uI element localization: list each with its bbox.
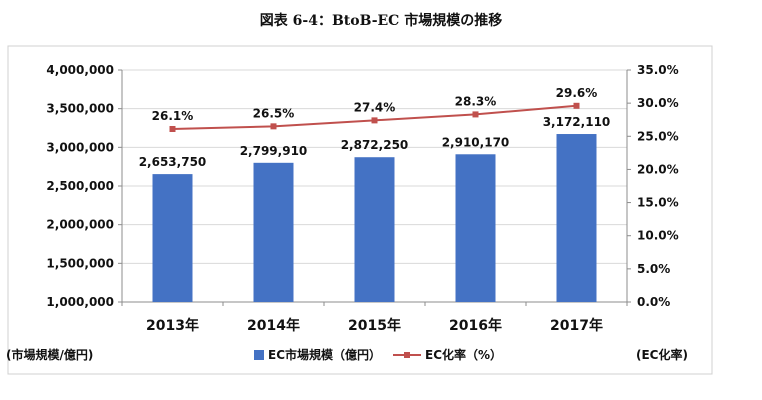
bar-data-label: 2,910,170 xyxy=(442,135,510,149)
y-tick-label: 3,000,000 xyxy=(46,140,114,154)
ec-rate-point xyxy=(371,117,378,124)
bar-data-label: 2,872,250 xyxy=(341,138,409,152)
chart-frame xyxy=(7,45,713,375)
ec-rate-data-label: 28.3% xyxy=(455,94,497,108)
ec-rate-point xyxy=(169,125,176,132)
y-tick-label: 3,500,000 xyxy=(46,102,114,116)
legend-bar-swatch xyxy=(254,349,264,360)
y2-tick-label: 0.0% xyxy=(637,295,670,309)
y2-tick-label: 25.0% xyxy=(637,129,679,143)
ec-rate-data-label: 29.6% xyxy=(556,86,598,100)
bar xyxy=(354,157,395,302)
ec-rate-data-label: 27.4% xyxy=(354,100,396,114)
chart-legend: EC市場規模（億円） EC化率（%） xyxy=(254,346,514,363)
legend-item-bar: EC市場規模（億円） xyxy=(254,346,381,363)
x-tick-label: 2015年 xyxy=(348,317,401,334)
bar-data-label: 2,653,750 xyxy=(139,155,207,169)
y-tick-label: 1,500,000 xyxy=(46,256,114,270)
y-tick-label: 1,000,000 xyxy=(46,295,114,309)
legend-line-label: EC化率（%） xyxy=(425,348,503,362)
y2-tick-label: 20.0% xyxy=(637,162,679,176)
ec-rate-data-label: 26.5% xyxy=(253,106,295,120)
ec-rate-point xyxy=(472,111,479,118)
y-tick-label: 2,000,000 xyxy=(46,218,114,232)
legend-bar-label: EC市場規模（億円） xyxy=(268,348,382,362)
bar xyxy=(455,154,496,302)
y2-tick-label: 30.0% xyxy=(637,96,679,110)
legend-item-line: EC化率（%） xyxy=(393,346,502,363)
y2-tick-label: 35.0% xyxy=(637,63,679,77)
legend-line-swatch xyxy=(393,350,422,360)
y-tick-label: 4,000,000 xyxy=(46,63,114,77)
x-tick-label: 2017年 xyxy=(550,317,603,334)
bar xyxy=(556,134,597,302)
bar xyxy=(152,174,193,302)
y2-tick-label: 10.0% xyxy=(637,229,679,243)
x-tick-label: 2013年 xyxy=(146,317,199,334)
x-tick-label: 2016年 xyxy=(449,317,502,334)
x-tick-label: 2014年 xyxy=(247,317,300,334)
y2-tick-label: 5.0% xyxy=(637,262,670,276)
bar-data-label: 2,799,910 xyxy=(240,144,308,158)
chart-title: 図表 6-4：BtoB-EC 市場規模の推移 xyxy=(259,13,503,29)
right-axis-label: (EC化率) xyxy=(636,348,688,362)
bar xyxy=(253,162,294,302)
ec-rate-point xyxy=(573,102,580,109)
ec-rate-data-label: 26.1% xyxy=(152,109,194,123)
bar-data-label: 3,172,110 xyxy=(543,115,611,129)
y-tick-label: 2,500,000 xyxy=(46,179,114,193)
ec-rate-point xyxy=(270,123,277,130)
y2-tick-label: 15.0% xyxy=(637,196,679,210)
left-axis-label: (市場規模/億円) xyxy=(6,348,94,362)
